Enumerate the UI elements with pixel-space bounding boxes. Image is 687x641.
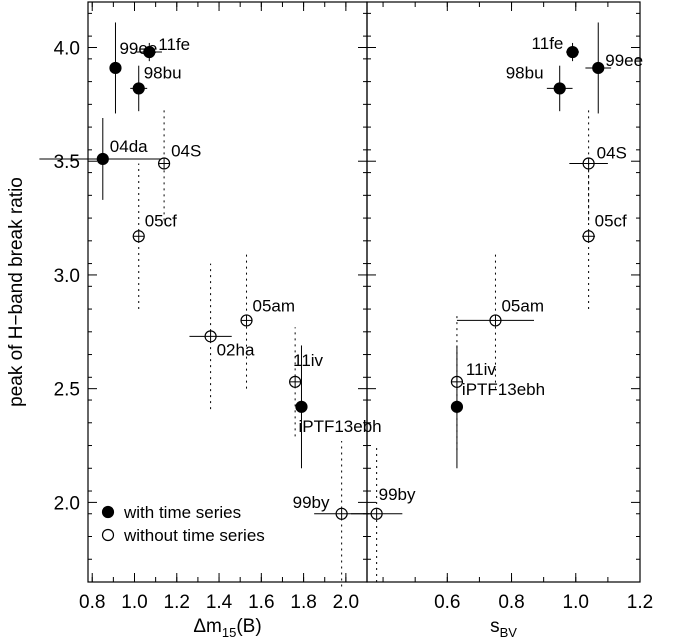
filled-marker [450, 400, 464, 413]
right-plot-frame [366, 1, 641, 583]
filled-marker [143, 45, 156, 59]
y-tick-label: 2.0 [54, 493, 80, 514]
left-panel: 0.8 1.0 1.2 1.4 1.6 1.8 2.0 2.0 2.5 3.0 3.5 4.0 Δm15… [6, 1, 382, 640]
filled-marker [566, 45, 579, 59]
y-tick-label: 3.0 [54, 266, 80, 287]
right-x-tick-label: 1.2 [627, 592, 653, 613]
y-tick-label: 2.5 [54, 380, 80, 401]
point-label-05am: 05am [253, 296, 296, 315]
point-label-05cf: 05cf [145, 211, 177, 230]
data-point-99ee: 99ee [585, 22, 643, 114]
data-point-02ha: 02ha [189, 263, 255, 410]
y-axis-label: peak of H−band break ratio [6, 177, 27, 407]
data-point-04S: 04S [569, 106, 627, 221]
legend-marker [101, 528, 115, 542]
point-label-98bu: 98bu [144, 63, 182, 82]
left-x-tick-label: 1.6 [248, 592, 274, 613]
y-tick-label: 4.0 [54, 38, 80, 59]
point-label-11iv: 11iv [466, 360, 496, 379]
data-point-11fe: 11fe [532, 34, 579, 62]
data-point-iPTF13ebh: iPTF13ebh [450, 345, 545, 469]
right-x-tick-label: 0.6 [434, 592, 460, 613]
legend-label: with time series [123, 503, 241, 522]
right-x-axis-label: sBV [490, 616, 517, 640]
point-label-04S: 04S [171, 141, 201, 160]
point-label-99ee: 99ee [605, 51, 643, 70]
left-x-tick-label: 1.8 [290, 592, 316, 613]
data-point-98bu: 98bu [506, 63, 573, 112]
right-x-tick-label: 0.8 [498, 592, 524, 613]
point-label-02ha: 02ha [217, 340, 255, 359]
filled-marker [96, 152, 109, 166]
point-label-98bu: 98bu [506, 63, 544, 82]
point-label-99by: 99by [379, 485, 416, 504]
point-label-iPTF13ebh: iPTF13ebh [462, 380, 545, 399]
point-label-05cf: 05cf [595, 211, 627, 230]
left-x-axis-label: Δm15(B) [193, 616, 261, 640]
point-label-11fe: 11fe [158, 35, 190, 54]
left-x-tick-label: 1.2 [164, 592, 190, 613]
y-tick-label: 3.5 [54, 152, 80, 173]
data-point-99by: 99by [293, 440, 370, 587]
filled-marker [109, 61, 122, 75]
data-point-05cf: 05cf [132, 163, 177, 310]
data-point-11iv: 11iv [289, 327, 324, 437]
filled-marker [592, 61, 605, 75]
left-x-tick-label: 2.0 [333, 592, 359, 613]
legend-label: without time series [123, 526, 265, 545]
left-x-tick-label: 1.4 [206, 592, 233, 613]
data-point-11fe: 11fe [136, 35, 190, 62]
data-point-05am: 05am [240, 252, 296, 389]
data-point-05cf: 05cf [582, 163, 627, 310]
left-x-tick-label: 0.8 [79, 592, 105, 613]
filled-marker [553, 82, 566, 95]
data-point-04da: 04da [39, 118, 167, 200]
legend-marker [101, 505, 115, 519]
right-panel: 0.6 0.8 1.0 1.2 sBV 11fe 99ee 98bu 04S 05cf 05am 11… [350, 1, 653, 640]
point-label-04S: 04S [597, 143, 627, 162]
filled-marker [132, 82, 145, 95]
filled-marker [295, 400, 308, 413]
data-point-04S: 04S [157, 106, 201, 221]
point-label-iPTF13ebh: iPTF13ebh [298, 417, 381, 436]
point-label-11fe: 11fe [532, 34, 564, 53]
point-label-11iv: 11iv [293, 351, 323, 370]
point-label-04da: 04da [110, 137, 148, 156]
legend: with time series without time series [101, 503, 265, 545]
data-point-iPTF13ebh: iPTF13ebh [295, 345, 382, 469]
point-label-99by: 99by [293, 493, 330, 512]
point-label-05am: 05am [501, 296, 544, 315]
right-x-tick-label: 1.0 [563, 592, 589, 613]
left-x-tick-label: 1.0 [121, 592, 147, 613]
data-point-98bu: 98bu [130, 63, 182, 112]
data-point-05am: 05am [456, 252, 544, 389]
data-point-99by: 99by [350, 445, 416, 582]
